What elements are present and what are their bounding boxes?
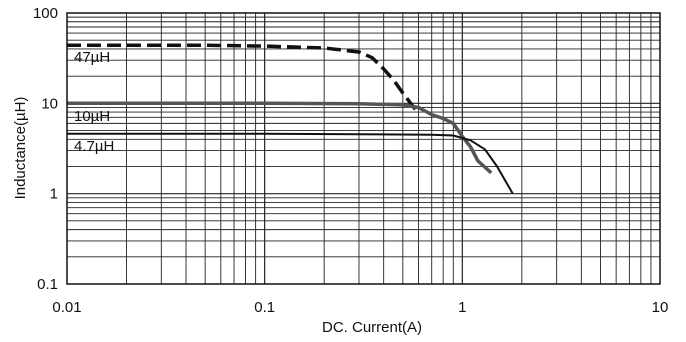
series-layer xyxy=(67,43,514,195)
x-tick-label: 10 xyxy=(652,299,669,316)
plot-background xyxy=(67,13,660,284)
x-tick-label: 0.01 xyxy=(52,299,81,316)
series-line-47uh xyxy=(67,43,417,111)
y-axis-title: Inductance(µH) xyxy=(12,97,29,200)
y-tick-label: 100 xyxy=(33,5,58,22)
y-tick-label: 0.1 xyxy=(37,276,58,293)
x-tick-label: 0.1 xyxy=(254,299,275,316)
series-label-10uh: 10µH xyxy=(74,108,110,125)
y-tick-label: 1 xyxy=(50,186,58,203)
series-line-4-7uh xyxy=(67,132,514,195)
series-label-4-7uh: 4.7µH xyxy=(74,138,114,155)
grid xyxy=(67,13,660,284)
series-label-47uh: 47µH xyxy=(74,49,110,66)
series-line-10uh xyxy=(67,101,493,175)
tick-labels: 0.01 0.1 1 10 0.1 1 10 100 xyxy=(33,5,668,316)
plot-frame xyxy=(66,12,661,285)
y-tick-label: 10 xyxy=(41,95,58,112)
x-axis-title: DC. Current(A) xyxy=(322,319,422,336)
x-tick-label: 1 xyxy=(458,299,466,316)
